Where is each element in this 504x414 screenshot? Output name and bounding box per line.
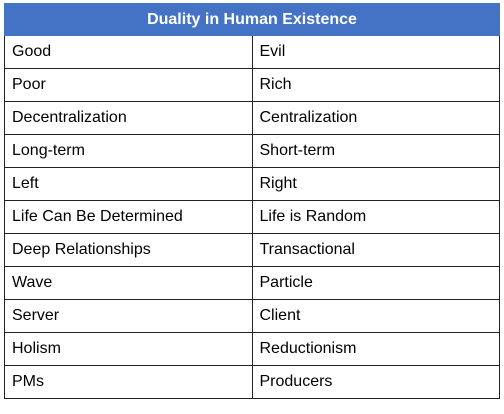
table-cell: Particle <box>251 266 500 300</box>
table-row: Holism Reductionism <box>4 332 500 366</box>
table-cell: Decentralization <box>4 101 253 135</box>
table-row: Life Can Be Determined Life is Random <box>4 200 500 234</box>
table-cell: Client <box>251 299 500 333</box>
table-row: Wave Particle <box>4 266 500 300</box>
header-row: Duality in Human Existence <box>4 3 500 36</box>
table-cell: Evil <box>251 35 500 69</box>
table-cell: Reductionism <box>251 332 500 366</box>
table-title: Duality in Human Existence <box>4 3 500 36</box>
table-row: Left Right <box>4 167 500 201</box>
table-cell: Deep Relationships <box>4 233 253 267</box>
table-cell: Life is Random <box>251 200 500 234</box>
table-cell: PMs <box>4 365 253 399</box>
table-row: Good Evil <box>4 35 500 69</box>
table-cell: Poor <box>4 68 253 102</box>
table-body: Good Evil Poor Rich Decentralization Centrali… <box>4 35 500 399</box>
table-cell: Wave <box>4 266 253 300</box>
table-cell: Server <box>4 299 253 333</box>
table-cell: Transactional <box>251 233 500 267</box>
table-cell: Rich <box>251 68 500 102</box>
table-cell: Short-term <box>251 134 500 168</box>
table-row: Poor Rich <box>4 68 500 102</box>
table-cell: Good <box>4 35 253 69</box>
table-row: Long-term Short-term <box>4 134 500 168</box>
table-cell: Life Can Be Determined <box>4 200 253 234</box>
table-row: Deep Relationships Transactional <box>4 233 500 267</box>
table-cell: Producers <box>251 365 500 399</box>
table-cell: Right <box>251 167 500 201</box>
table-cell: Centralization <box>251 101 500 135</box>
table-row: Decentralization Centralization <box>4 101 500 135</box>
table-cell: Holism <box>4 332 253 366</box>
duality-table: Duality in Human Existence Good Evil Poor R… <box>4 3 500 399</box>
table-cell: Long-term <box>4 134 253 168</box>
table-row: Server Client <box>4 299 500 333</box>
table-row: PMs Producers <box>4 365 500 399</box>
table-cell: Left <box>4 167 253 201</box>
table-head: Duality in Human Existence <box>4 3 500 36</box>
